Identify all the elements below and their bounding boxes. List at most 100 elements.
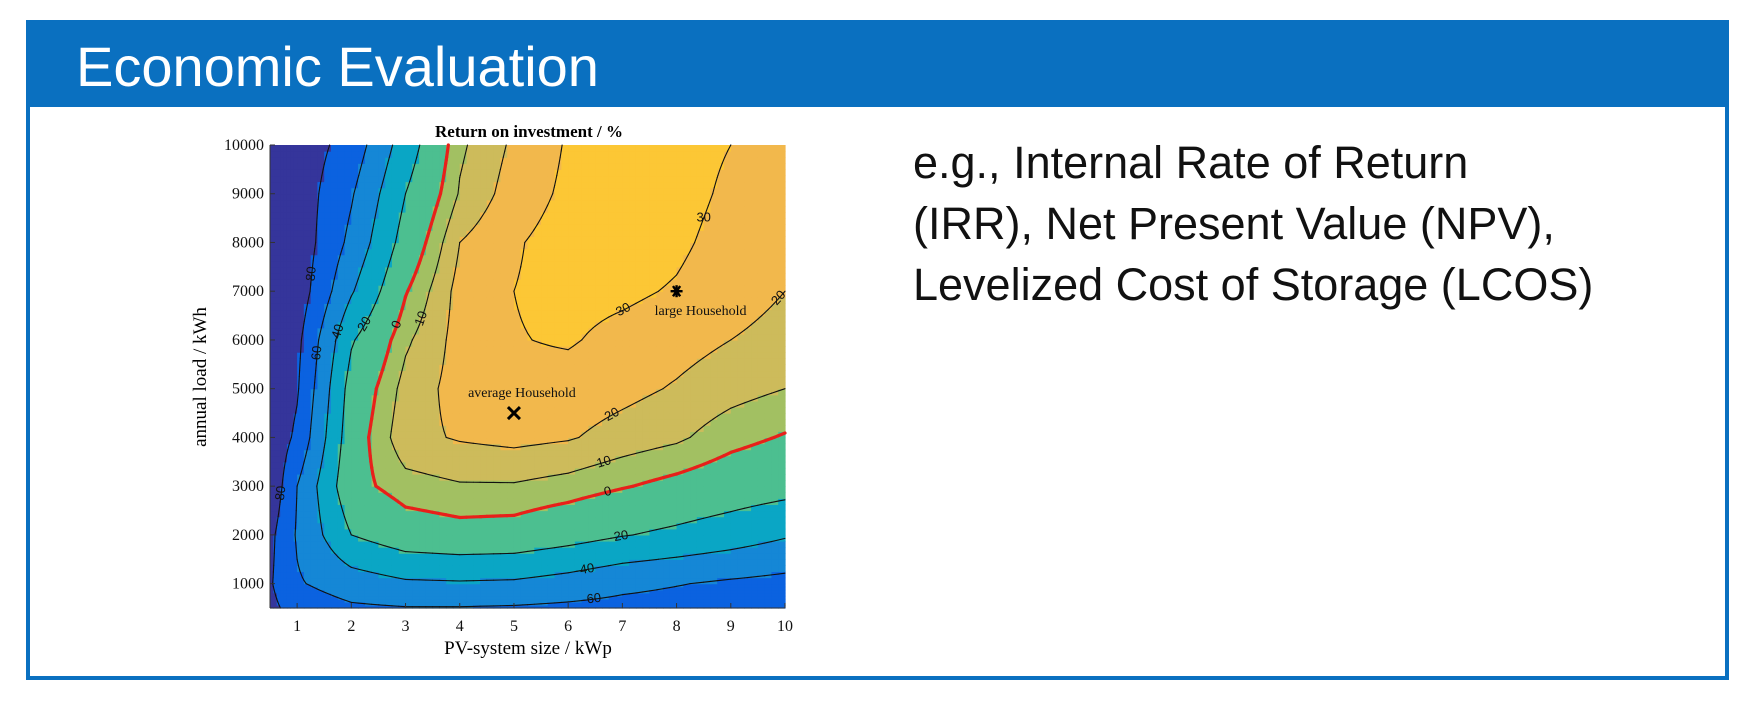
contour-cell (574, 522, 583, 530)
contour-cell (520, 406, 529, 414)
contour-cell (696, 473, 705, 481)
contour-cell (378, 473, 386, 481)
contour-cell (324, 260, 332, 268)
contour-cell (446, 400, 454, 408)
contour-cell (568, 586, 576, 591)
contour-cell (425, 370, 434, 378)
contour-cell (690, 492, 698, 499)
contour-cell (669, 559, 678, 566)
contour-cell (270, 297, 274, 304)
contour-cell (280, 449, 285, 457)
contour-cell (757, 309, 766, 317)
contour-cell (297, 370, 305, 378)
contour-cell (703, 595, 712, 600)
contour-cell (507, 321, 515, 329)
contour-cell (669, 419, 678, 426)
contour-cell (297, 327, 305, 335)
contour-cell (764, 592, 773, 597)
contour-cell (452, 559, 461, 566)
contour-cell (635, 291, 644, 298)
contour-cell (432, 248, 441, 256)
contour-cell (642, 309, 651, 317)
contour-cell (547, 461, 556, 469)
contour-cell (541, 406, 549, 414)
contour-cell (751, 598, 759, 603)
contour-cell (520, 321, 529, 329)
contour-cell (710, 364, 718, 372)
contour-cell (703, 327, 712, 335)
contour-cell (730, 443, 739, 451)
contour-cell (690, 565, 698, 573)
contour-cell (446, 376, 454, 384)
contour-cell (520, 592, 529, 597)
contour-cell (337, 346, 346, 353)
contour-cell (676, 604, 684, 609)
contour-cell (270, 565, 274, 573)
contour-cell (351, 547, 359, 554)
contour-cell (561, 382, 569, 390)
contour-cell (683, 413, 691, 420)
contour-cell (581, 370, 590, 378)
contour-cell (310, 534, 319, 542)
contour-cell (351, 528, 359, 536)
contour-cell (493, 522, 501, 530)
contour-cell (378, 583, 386, 588)
contour-cell (602, 559, 610, 566)
contour-cell (534, 260, 542, 268)
contour-cell (385, 248, 393, 256)
contour-cell (751, 346, 759, 353)
contour-cell (486, 504, 495, 512)
contour-cell (493, 595, 501, 600)
contour-cell (358, 480, 366, 487)
contour-cell (663, 431, 671, 439)
contour-cell (771, 358, 779, 365)
contour-cell (757, 510, 766, 518)
contour-cell (737, 443, 745, 451)
contour-cell (710, 370, 718, 378)
contour-cell (459, 279, 468, 286)
contour-cell (541, 449, 549, 457)
contour-cell (364, 540, 373, 548)
contour-cell (337, 601, 346, 606)
contour-cell (602, 346, 610, 353)
contour-cell (398, 553, 407, 560)
contour-cell (690, 425, 698, 432)
contour-cell (330, 540, 339, 548)
contour-cell (283, 370, 288, 378)
contour-cell (534, 586, 542, 591)
contour-cell (466, 388, 474, 396)
contour-cell (297, 480, 305, 487)
contour-cell (286, 577, 291, 585)
contour-cell (405, 467, 413, 475)
contour-cell (324, 547, 332, 554)
contour-cell (364, 598, 373, 603)
contour-cell (473, 321, 481, 329)
contour-cell (391, 358, 400, 365)
contour-cell (371, 592, 380, 597)
contour-cell (452, 266, 461, 274)
contour-cell (724, 431, 732, 439)
contour-cell (452, 425, 461, 432)
contour-cell (778, 598, 786, 603)
contour-cell (286, 437, 291, 445)
contour-cell (669, 583, 678, 588)
contour-cell (351, 559, 359, 566)
contour-cell (703, 413, 712, 420)
contour-cell (473, 486, 481, 493)
contour-cell (493, 601, 501, 606)
contour-cell (317, 510, 325, 518)
contour-cell (724, 291, 732, 298)
contour-cell (676, 339, 684, 347)
contour-cell (344, 382, 352, 390)
contour-cell (690, 577, 698, 585)
contour-cell (425, 266, 434, 274)
contour-cell (317, 352, 325, 359)
contour-cell (635, 571, 644, 579)
contour-cell (317, 242, 325, 250)
contour-cell (480, 437, 488, 445)
contour-cell (541, 339, 549, 347)
contour-cell (649, 577, 657, 585)
contour-cell (588, 321, 596, 329)
contour-cell (602, 553, 610, 560)
contour-cell (554, 327, 562, 335)
